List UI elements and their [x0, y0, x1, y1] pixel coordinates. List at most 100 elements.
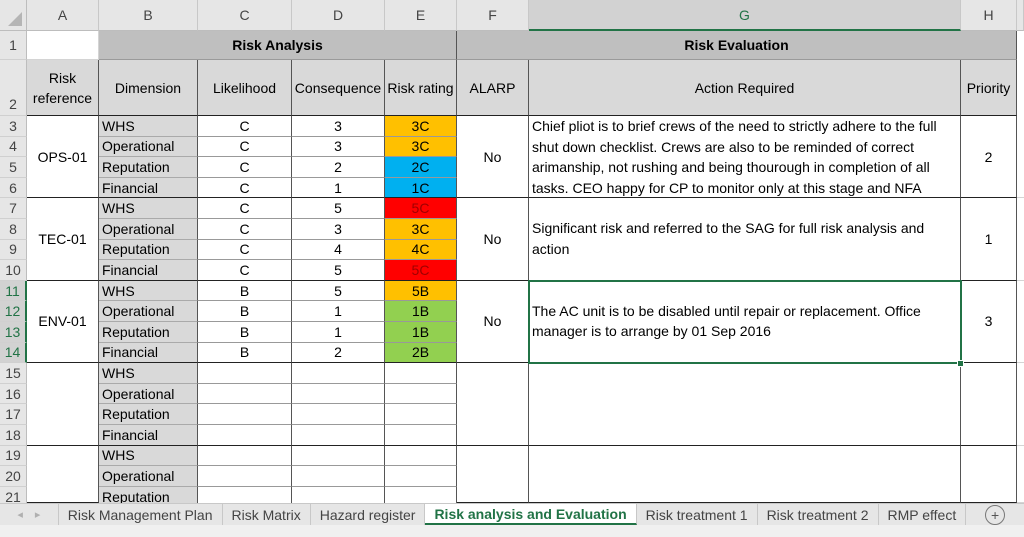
row-header-4[interactable]: 4	[0, 136, 27, 158]
alarp-cell[interactable]: No	[457, 198, 529, 281]
column-header-a[interactable]: A	[27, 0, 99, 31]
consequence-cell[interactable]: 3	[292, 219, 385, 240]
dimension-cell[interactable]: WHS	[99, 198, 198, 219]
dimension-cell[interactable]: Financial	[99, 342, 198, 364]
consequence-cell[interactable]: 1	[292, 322, 385, 343]
consequence-cell[interactable]	[292, 425, 385, 446]
risk-rating-cell[interactable]	[385, 425, 457, 446]
consequence-cell[interactable]: 5	[292, 260, 385, 281]
dimension-cell[interactable]: WHS	[99, 363, 198, 384]
dimension-cell[interactable]: Operational	[99, 219, 198, 240]
action-required-cell[interactable]	[529, 445, 961, 503]
dimension-cell[interactable]: Reputation	[99, 239, 198, 261]
row-header-2[interactable]: 2	[0, 60, 27, 116]
row-header-1[interactable]: 1	[0, 31, 27, 60]
likelihood-cell[interactable]	[198, 466, 292, 487]
risk-rating-cell[interactable]: 5C	[385, 198, 457, 219]
row-header-8[interactable]: 8	[0, 219, 27, 240]
priority-cell[interactable]: 1	[961, 198, 1017, 281]
risk-reference-cell[interactable]: TEC-01	[27, 198, 99, 281]
sheet-tab-risk-treatment-2[interactable]: Risk treatment 2	[758, 504, 879, 525]
dimension-cell[interactable]: Financial	[99, 177, 198, 199]
cell-a1[interactable]	[27, 31, 99, 60]
dimension-cell[interactable]: WHS	[99, 116, 198, 137]
consequence-cell[interactable]: 2	[292, 342, 385, 364]
consequence-cell[interactable]: 2	[292, 157, 385, 178]
row-header-21[interactable]: 21	[0, 486, 27, 508]
row-header-19[interactable]: 19	[0, 445, 27, 467]
risk-rating-cell[interactable]: 1C	[385, 177, 457, 199]
prev-sheet-icon[interactable]: ◂	[17, 509, 23, 521]
add-sheet-button[interactable]: +	[966, 504, 1024, 525]
action-required-cell[interactable]: Chief pliot is to brief crews of the nee…	[529, 116, 961, 199]
risk-reference-cell[interactable]	[27, 363, 99, 446]
risk-rating-cell[interactable]	[385, 466, 457, 487]
consequence-cell[interactable]: 3	[292, 136, 385, 158]
select-all-corner[interactable]	[0, 0, 27, 31]
consequence-cell[interactable]	[292, 363, 385, 384]
risk-rating-cell[interactable]	[385, 383, 457, 405]
sheet-tab-rmp-effect[interactable]: RMP effect	[879, 504, 967, 525]
column-header-c[interactable]: C	[198, 0, 292, 31]
risk-rating-cell[interactable]	[385, 363, 457, 384]
row-header-7[interactable]: 7	[0, 198, 27, 219]
dimension-cell[interactable]: WHS	[99, 280, 198, 302]
likelihood-cell[interactable]: C	[198, 116, 292, 137]
alarp-cell[interactable]	[457, 363, 529, 446]
likelihood-cell[interactable]	[198, 445, 292, 467]
likelihood-cell[interactable]	[198, 383, 292, 405]
column-header-e[interactable]: E	[385, 0, 457, 31]
risk-rating-cell[interactable]	[385, 445, 457, 467]
row-header-20[interactable]: 20	[0, 466, 27, 487]
dimension-cell[interactable]: WHS	[99, 445, 198, 467]
consequence-cell[interactable]	[292, 383, 385, 405]
likelihood-cell[interactable]: C	[198, 157, 292, 178]
consequence-cell[interactable]: 1	[292, 301, 385, 322]
row-header-15[interactable]: 15	[0, 363, 27, 384]
risk-rating-cell[interactable]: 3C	[385, 116, 457, 137]
sheet-tab-risk-analysis-and-evaluation[interactable]: Risk analysis and Evaluation	[425, 504, 637, 525]
priority-cell[interactable]	[961, 363, 1017, 446]
likelihood-cell[interactable]: C	[198, 260, 292, 281]
dimension-cell[interactable]: Operational	[99, 136, 198, 158]
column-header-g[interactable]: G	[529, 0, 961, 31]
row-header-3[interactable]: 3	[0, 116, 27, 137]
priority-cell[interactable]: 2	[961, 116, 1017, 199]
sheet-tab-risk-matrix[interactable]: Risk Matrix	[223, 504, 311, 525]
risk-reference-cell[interactable]: OPS-01	[27, 116, 99, 199]
alarp-cell[interactable]	[457, 445, 529, 503]
dimension-cell[interactable]: Operational	[99, 466, 198, 487]
next-sheet-icon[interactable]: ▸	[34, 509, 41, 521]
risk-rating-cell[interactable]: 2B	[385, 342, 457, 364]
row-header-5[interactable]: 5	[0, 157, 27, 178]
column-header-d[interactable]: D	[292, 0, 385, 31]
row-header-10[interactable]: 10	[0, 260, 27, 281]
action-required-cell[interactable]: The AC unit is to be disabled until repa…	[529, 280, 961, 364]
sheet-tab-risk-treatment-1[interactable]: Risk treatment 1	[637, 504, 758, 525]
consequence-cell[interactable]	[292, 445, 385, 467]
likelihood-cell[interactable]: C	[198, 177, 292, 199]
dimension-cell[interactable]: Reputation	[99, 486, 198, 508]
sheet-tab-risk-management-plan[interactable]: Risk Management Plan	[59, 504, 223, 525]
dimension-cell[interactable]: Financial	[99, 425, 198, 446]
row-header-6[interactable]: 6	[0, 177, 27, 199]
sheet-tab-hazard-register[interactable]: Hazard register	[311, 504, 426, 525]
row-header-14[interactable]: 14	[0, 342, 27, 364]
row-header-18[interactable]: 18	[0, 425, 27, 446]
row-header-9[interactable]: 9	[0, 239, 27, 261]
row-header-17[interactable]: 17	[0, 404, 27, 425]
fill-handle[interactable]	[957, 360, 964, 368]
risk-rating-cell[interactable]: 1B	[385, 301, 457, 322]
risk-reference-cell[interactable]	[27, 445, 99, 503]
likelihood-cell[interactable]: B	[198, 322, 292, 343]
priority-cell[interactable]: 3	[961, 280, 1017, 364]
consequence-cell[interactable]: 4	[292, 239, 385, 261]
risk-rating-cell[interactable]: 3C	[385, 136, 457, 158]
risk-rating-cell[interactable]	[385, 404, 457, 425]
dimension-cell[interactable]: Reputation	[99, 322, 198, 343]
dimension-cell[interactable]: Financial	[99, 260, 198, 281]
likelihood-cell[interactable]: C	[198, 219, 292, 240]
risk-rating-cell[interactable]: 5B	[385, 280, 457, 302]
action-required-cell[interactable]: Significant risk and referred to the SAG…	[529, 198, 961, 281]
dimension-cell[interactable]: Operational	[99, 301, 198, 322]
